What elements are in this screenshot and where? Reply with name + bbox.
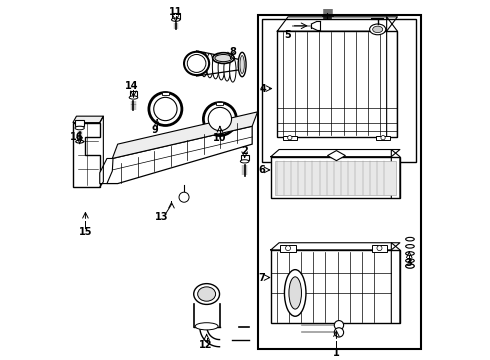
Text: 7: 7 [259, 273, 266, 283]
Ellipse shape [230, 58, 236, 82]
Text: 2: 2 [241, 145, 248, 156]
Bar [371, 244, 388, 252]
Bar [75, 121, 84, 126]
Text: 5: 5 [284, 31, 291, 40]
Polygon shape [73, 116, 103, 123]
Bar [271, 250, 400, 323]
Text: 16: 16 [70, 132, 83, 142]
Circle shape [286, 246, 291, 251]
Ellipse shape [406, 252, 414, 255]
Polygon shape [73, 123, 100, 187]
Ellipse shape [240, 55, 245, 73]
Polygon shape [327, 150, 345, 161]
Ellipse shape [218, 55, 224, 80]
Ellipse shape [195, 51, 201, 76]
Ellipse shape [238, 52, 246, 77]
Ellipse shape [154, 97, 177, 121]
Text: 6: 6 [259, 165, 266, 175]
Bar [280, 244, 296, 252]
Bar [258, 15, 421, 348]
Bar [275, 161, 396, 195]
Ellipse shape [207, 53, 213, 78]
Bar [277, 31, 397, 137]
Text: 12: 12 [199, 340, 212, 350]
Bar [241, 154, 248, 160]
Ellipse shape [172, 18, 180, 21]
Text: 11: 11 [169, 7, 183, 17]
Ellipse shape [369, 24, 386, 35]
Ellipse shape [76, 140, 84, 143]
Bar [216, 102, 223, 105]
Bar [172, 13, 180, 19]
Polygon shape [100, 158, 113, 184]
Circle shape [179, 192, 189, 202]
Ellipse shape [149, 93, 182, 126]
Bar [376, 135, 390, 140]
Circle shape [334, 328, 343, 337]
Ellipse shape [129, 96, 138, 99]
Circle shape [377, 246, 382, 251]
Polygon shape [107, 126, 252, 184]
Text: 10: 10 [213, 133, 227, 143]
Circle shape [288, 135, 292, 140]
Ellipse shape [213, 53, 234, 63]
Ellipse shape [406, 237, 414, 241]
Text: 1: 1 [333, 348, 340, 358]
Circle shape [334, 320, 343, 330]
Ellipse shape [203, 103, 236, 135]
Ellipse shape [240, 160, 249, 163]
Text: 14: 14 [124, 81, 138, 91]
Ellipse shape [224, 57, 230, 81]
Bar [129, 91, 137, 96]
Bar [283, 135, 297, 140]
Ellipse shape [187, 54, 206, 72]
Ellipse shape [194, 284, 220, 305]
Circle shape [381, 135, 385, 140]
Ellipse shape [406, 264, 414, 268]
Text: 4: 4 [260, 84, 266, 94]
Ellipse shape [285, 270, 306, 316]
Text: 3: 3 [406, 258, 413, 268]
Ellipse shape [289, 277, 301, 309]
Text: 15: 15 [79, 227, 92, 237]
Bar [162, 92, 169, 95]
Ellipse shape [184, 52, 209, 75]
Ellipse shape [406, 244, 414, 248]
Ellipse shape [212, 54, 219, 79]
Ellipse shape [208, 107, 232, 131]
Ellipse shape [197, 287, 216, 301]
Ellipse shape [215, 54, 232, 62]
Bar [271, 157, 400, 198]
Ellipse shape [373, 26, 383, 33]
Text: 13: 13 [155, 212, 169, 221]
Bar [262, 19, 416, 162]
Ellipse shape [195, 323, 218, 330]
Text: 8: 8 [229, 46, 236, 57]
Polygon shape [112, 112, 258, 158]
Ellipse shape [406, 259, 414, 262]
Ellipse shape [201, 52, 207, 77]
Ellipse shape [75, 126, 84, 130]
Text: 9: 9 [151, 125, 158, 135]
